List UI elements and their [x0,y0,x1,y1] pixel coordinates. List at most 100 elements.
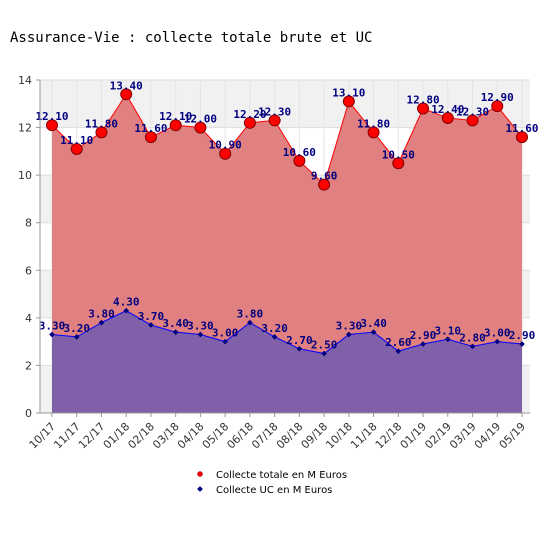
marker-total-12/18 [392,157,405,170]
x-tick-label: 02/19 [422,420,454,452]
marker-uc-04/19 [494,338,501,345]
data-label: 12.40 [431,103,464,116]
x-tick-label: 10/17 [27,420,59,452]
legend-entry: Collecte totale en M Euros [216,470,347,481]
marker-total-04/18 [194,121,207,134]
data-label: 2.80 [459,331,486,344]
data-label: 3.30 [39,320,66,333]
data-label: 3.00 [212,327,239,340]
marker-total-04/19 [491,100,504,113]
x-tick-label: 12/18 [373,420,405,452]
line-series-2 [51,310,523,355]
marker-total-01/18 [120,88,133,101]
chart-title: Assurance-Vie : collecte totale brute et… [10,30,373,46]
x-tick-label: 04/18 [175,420,207,452]
y-tick-label: 10 [18,169,32,182]
marker-uc-01/19 [420,341,426,347]
marker-total-09/18 [318,178,331,191]
data-label: 13.10 [332,86,365,99]
data-label: 12.10 [35,110,68,123]
x-tick-label: 10/18 [323,420,355,452]
data-label: 3.00 [484,327,511,340]
y-tick-label: 2 [25,359,32,372]
marker-uc-01/18 [123,307,130,314]
y-tick-labels: 0 2 4 6 8 10 12 14 [18,74,40,420]
data-label: 9.60 [311,170,338,183]
data-label: 3.40 [360,317,387,330]
marker-total-06/18 [243,116,256,129]
data-label: 2.90 [410,329,437,342]
marker-uc-09/18 [321,350,327,357]
x-tick-label: 11/17 [51,420,83,452]
x-tick-label: 04/19 [472,420,504,452]
marker-uc-06/18 [247,319,253,326]
data-label: 2.90 [509,329,536,342]
marker-total-05/19 [516,131,528,144]
data-label: 2.70 [286,334,313,347]
marker-total-03/19 [466,114,479,127]
data-label: 12.80 [406,94,439,107]
marker-total-03/18 [169,119,182,132]
legend-marker-uc [197,486,203,492]
x-tick-label: 11/18 [348,420,380,452]
marker-total-08/18 [293,154,306,167]
marker-uc-10/18 [346,331,352,338]
x-tick-label: 03/18 [150,420,182,452]
data-label: 11.80 [85,117,118,130]
marker-uc-11/18 [370,329,377,335]
y-tick-label: 6 [25,264,32,277]
marker-uc-03/19 [469,343,476,350]
y-tick-label: 0 [25,407,32,420]
marker-total-10/18 [342,95,355,108]
data-label: 11.60 [505,122,538,135]
marker-total-02/19 [441,112,454,125]
y-tick-label: 8 [25,217,32,230]
series-markers [46,88,528,357]
marker-uc-02/19 [444,336,451,343]
data-label: 11.10 [60,134,93,147]
marker-total-02/18 [144,131,157,144]
data-label: 3.70 [138,310,165,323]
data-label: 3.40 [162,317,189,330]
legend-entry: Collecte UC en M Euros [216,485,332,496]
data-label: 3.30 [187,320,214,333]
series-areas [52,94,522,414]
data-labels: 12.1011.1011.8013.4011.6012.1012.0010.90… [35,79,538,351]
marker-uc-07/18 [271,334,278,340]
x-tick-label: 03/19 [447,420,479,452]
x-tick-labels: 10/1711/1712/1701/1802/1803/1804/1805/18… [27,413,529,452]
marker-total-07/18 [268,114,281,127]
marker-uc-02/18 [148,322,154,328]
y-tick-label: 14 [18,74,32,87]
x-tick-label: 01/18 [101,420,133,452]
marker-uc-04/18 [197,331,204,338]
y-tick-label: 4 [25,312,32,325]
x-tick-label: 07/18 [249,420,281,452]
marker-total-11/18 [367,126,380,139]
x-tick-label: 05/19 [497,420,529,452]
x-tick-label: 05/18 [200,420,232,452]
marker-uc-08/18 [296,345,303,352]
data-label: 3.30 [336,320,363,333]
x-tick-label: 02/18 [125,420,157,452]
marker-uc-03/18 [172,329,179,335]
data-label: 11.60 [134,122,167,135]
marker-uc-12/17 [98,319,105,326]
data-label: 3.80 [237,308,264,321]
data-label: 10.90 [209,139,242,152]
y-tick-label: 12 [18,122,32,135]
data-label: 12.30 [456,105,489,118]
data-label: 2.50 [311,339,338,352]
data-label: 10.60 [283,146,316,159]
data-label: 12.90 [481,91,514,104]
data-label: 2.60 [385,336,412,349]
data-label: 11.80 [357,117,390,130]
marker-total-05/18 [219,147,232,160]
legend: Collecte totale en M Euros Collecte UC en… [197,470,347,496]
x-tick-label: 01/19 [398,420,430,452]
data-label: 3.20 [63,322,90,335]
x-tick-label: 08/18 [274,420,306,452]
marker-uc-12/18 [395,348,402,354]
marker-total-01/19 [417,102,430,115]
